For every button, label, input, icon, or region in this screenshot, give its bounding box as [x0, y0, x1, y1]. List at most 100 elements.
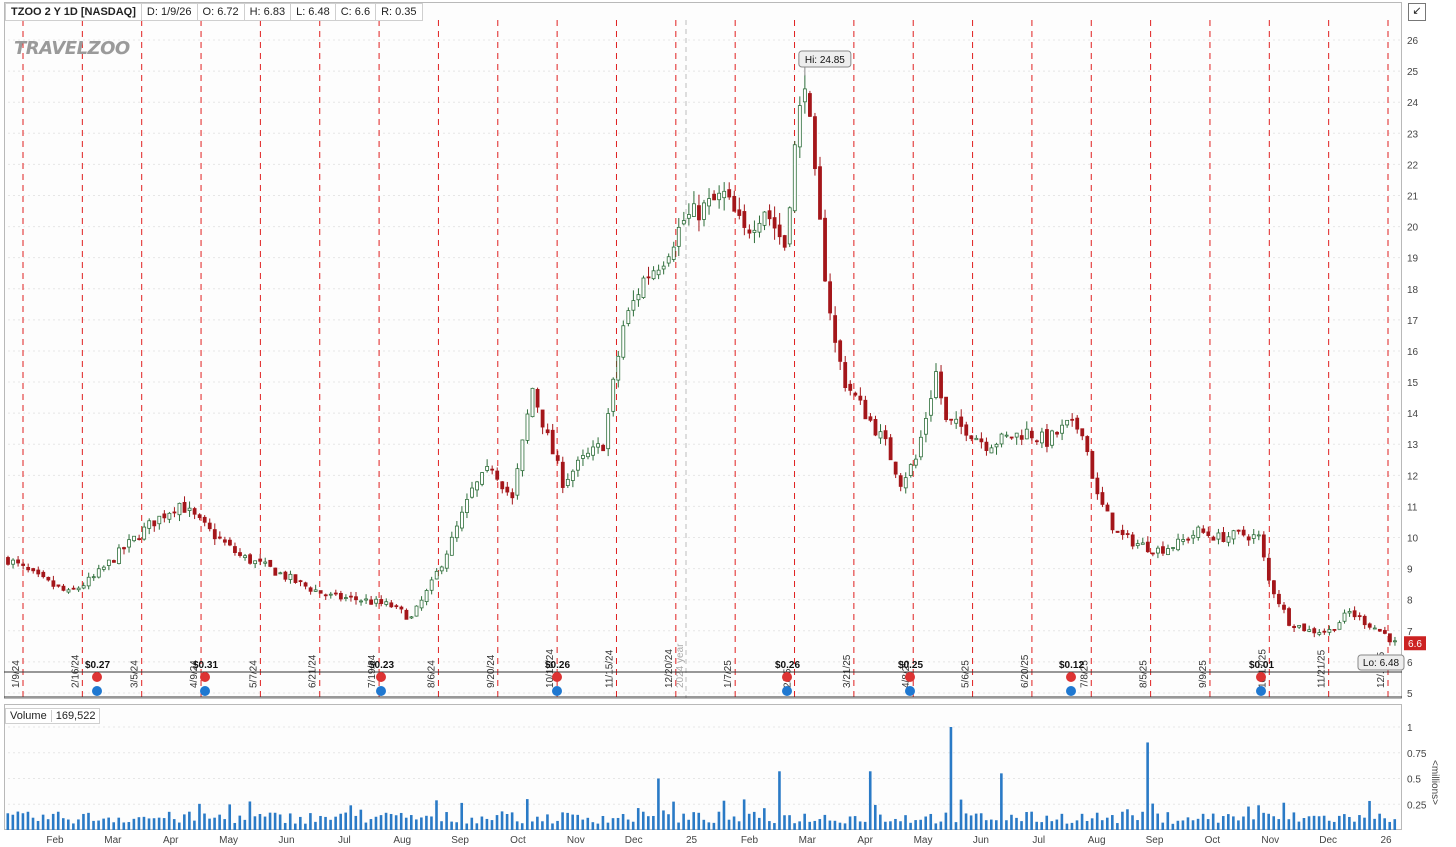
month-label: Dec [625, 835, 643, 846]
candle [954, 411, 959, 429]
candle [757, 215, 762, 238]
volume-bar [107, 817, 110, 830]
candle-body [1357, 615, 1362, 618]
volume-bar [687, 819, 690, 830]
candle [777, 212, 782, 245]
candle [465, 493, 469, 519]
month-label: Nov [1261, 835, 1279, 846]
candle-body [1388, 633, 1392, 643]
candle-body [414, 605, 419, 617]
event-date-label: 5/6/25 [961, 660, 972, 688]
candle [61, 584, 66, 592]
candle [1135, 539, 1140, 549]
candle-body [1156, 547, 1160, 554]
candle [1317, 628, 1322, 637]
volume-bar [1151, 803, 1154, 830]
volume-bar [1277, 819, 1281, 830]
price-tick-label: 7 [1407, 627, 1413, 638]
candle-body [636, 294, 641, 301]
volume-bar [293, 823, 297, 830]
volume-bar [334, 816, 337, 830]
volume-bar [1242, 816, 1245, 830]
volume-bar [576, 814, 580, 830]
month-label: Oct [510, 835, 526, 846]
candle-body [934, 371, 938, 398]
candle [298, 579, 303, 587]
candle [1191, 530, 1196, 545]
candle [46, 576, 51, 582]
volume-bar [959, 799, 963, 830]
candle [913, 454, 918, 469]
candle-body [409, 616, 414, 619]
candle-body [712, 193, 716, 201]
candle-body [434, 570, 439, 580]
candle-body [26, 566, 31, 571]
candle [1161, 541, 1165, 556]
candle-body [500, 481, 505, 490]
candle-body [313, 589, 318, 592]
candle [228, 537, 232, 547]
candle-body [101, 566, 106, 570]
candle [21, 561, 26, 570]
candle-body [253, 560, 258, 565]
volume-bar [218, 814, 221, 830]
volume-pane[interactable] [4, 704, 1402, 830]
volume-bar [500, 811, 504, 830]
month-label: May [219, 835, 238, 846]
volume-bar [233, 822, 237, 830]
volume-bar [87, 812, 90, 830]
volume-bar [268, 812, 272, 830]
candle [248, 553, 252, 565]
candle [112, 559, 116, 563]
candle-body [1040, 431, 1044, 444]
candlestick-series [6, 74, 1397, 646]
volume-bar [1080, 813, 1084, 830]
event-date-label: 9/20/24 [486, 654, 497, 688]
symbol-label[interactable]: TZOO 2 Y 1D [NASDAQ] [6, 4, 142, 20]
candle-body [757, 222, 762, 233]
candle-body [818, 166, 822, 220]
volume-bar [1060, 813, 1064, 830]
candle-body [172, 511, 177, 514]
candle [293, 574, 298, 584]
month-label: 25 [686, 835, 698, 846]
candle-body [328, 593, 333, 596]
candle-body [702, 202, 706, 220]
volume-bar [863, 821, 867, 830]
volume-bar [344, 812, 348, 830]
dividend-amount: $0.01 [1249, 660, 1274, 671]
candle-body [11, 559, 15, 565]
candle-body [152, 520, 157, 527]
volume-bar [304, 823, 307, 830]
earnings-icon [376, 686, 386, 696]
candle [127, 534, 131, 553]
candle [1216, 528, 1221, 545]
candle [1266, 553, 1271, 585]
candle-body [283, 571, 288, 580]
candle [1196, 525, 1201, 541]
candle-body [233, 546, 237, 553]
candle [1327, 625, 1332, 636]
candle [1393, 636, 1397, 646]
candle [1125, 530, 1130, 539]
candle [722, 182, 727, 211]
collapse-icon[interactable]: ↙ [1408, 3, 1426, 21]
candle-body [222, 539, 227, 543]
candle-body [762, 211, 767, 226]
volume-bar [399, 812, 403, 830]
candle-body [1246, 536, 1251, 541]
candle-body [288, 573, 293, 580]
volume-bar [843, 823, 847, 830]
candle-body [929, 398, 933, 416]
price-tick-label: 19 [1407, 254, 1419, 265]
volume-bar [1146, 742, 1149, 830]
candle-body [16, 559, 20, 564]
candle [16, 556, 20, 567]
candle-body [127, 539, 131, 548]
volume-bar [939, 821, 943, 830]
volume-bar [717, 811, 721, 830]
candle [222, 536, 227, 546]
candle-body [71, 587, 76, 590]
candle-body [550, 429, 555, 455]
